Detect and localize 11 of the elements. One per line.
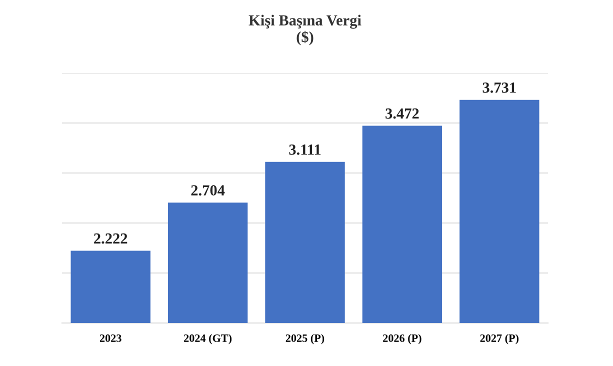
data-label: 3.111 — [289, 144, 321, 155]
data-label: 3.731 — [482, 82, 516, 93]
chart-title: Kişi Başına Vergi ($) — [248, 14, 362, 46]
x-tick-label: 2023 — [100, 334, 122, 342]
x-tick-label: 2027 (P) — [480, 334, 519, 344]
data-label: 2.704 — [191, 185, 225, 196]
x-tick-label: 2026 (P) — [383, 334, 422, 344]
x-tick-label: 2025 (P) — [286, 334, 324, 344]
data-label: 3.472 — [386, 108, 419, 119]
data-label: 2.222 — [94, 233, 128, 244]
x-tick-label: 2024 (GT) — [184, 334, 232, 344]
